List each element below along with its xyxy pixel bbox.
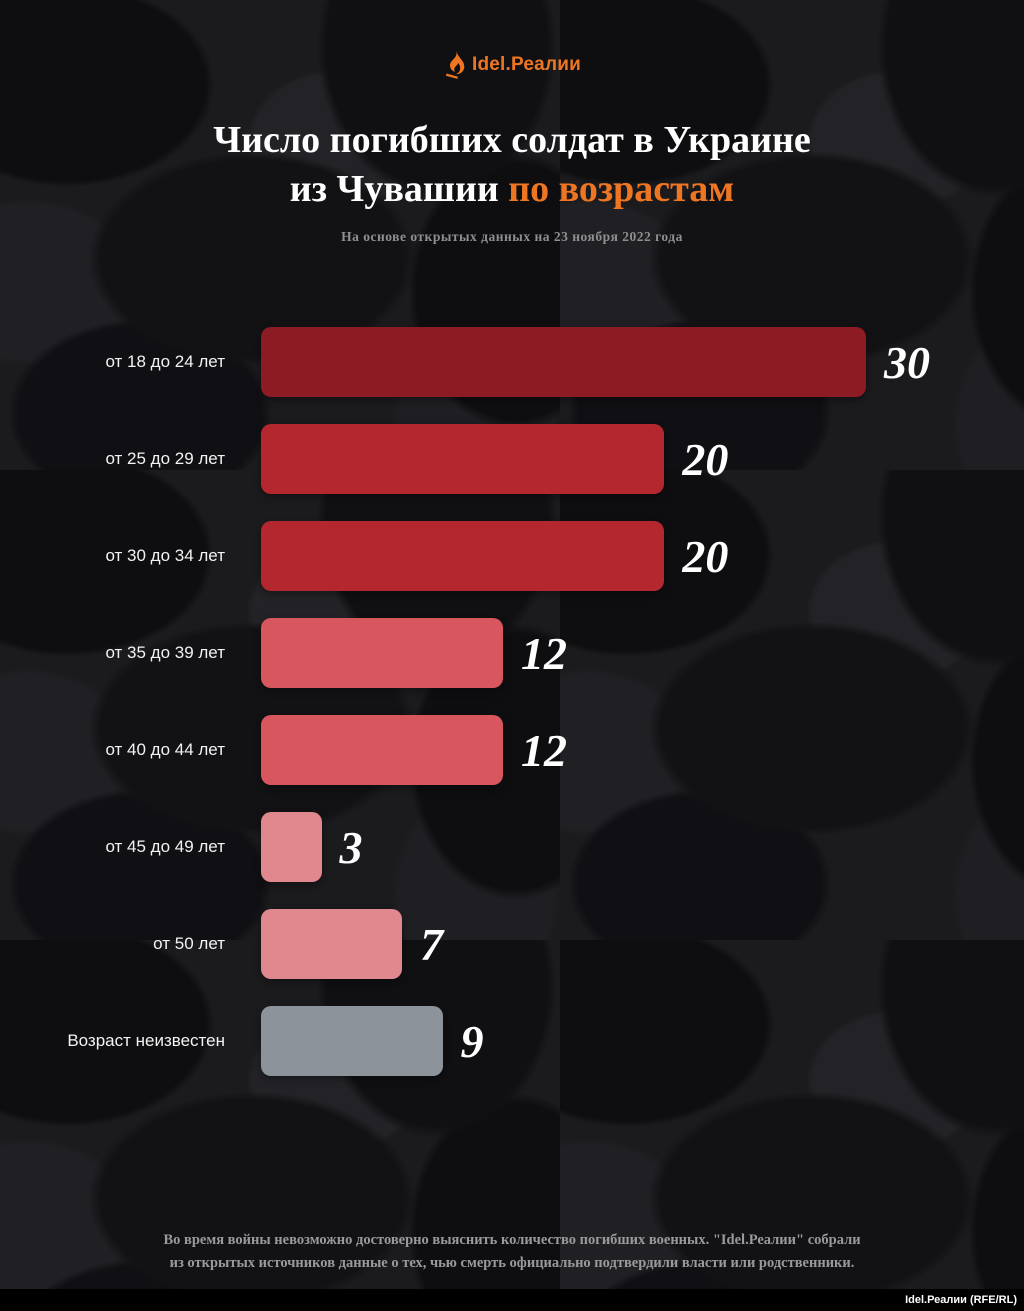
bar-value: 7 bbox=[420, 918, 444, 970]
title-line2-accent: по возрастам bbox=[508, 167, 735, 210]
chart-row: от 35 до 39 лет 12 bbox=[0, 618, 1024, 689]
bar-label: от 25 до 29 лет bbox=[105, 449, 225, 469]
bar bbox=[261, 812, 322, 883]
chart-subtitle: На основе открытых данных на 23 ноября 2… bbox=[341, 229, 683, 245]
bar-value: 12 bbox=[521, 724, 567, 776]
bar bbox=[261, 424, 665, 495]
bar-label: Возраст неизвестен bbox=[67, 1031, 225, 1051]
footer-note-line1: Во время войны невозможно достоверно выя… bbox=[163, 1231, 861, 1248]
chart-rows: от 18 до 24 лет 30 от 25 до 29 лет 20 от 30 … bbox=[0, 327, 1024, 1077]
torch-flame-icon bbox=[443, 50, 465, 80]
bar-value: 20 bbox=[682, 530, 729, 582]
brand-logo-text: Idel.Реалии bbox=[472, 54, 581, 75]
bar-value: 3 bbox=[339, 821, 363, 873]
bar-label: от 30 до 34 лет bbox=[105, 546, 225, 566]
chart-row: от 40 до 44 лет 12 bbox=[0, 715, 1024, 786]
bar bbox=[261, 327, 866, 398]
bar-value: 20 bbox=[682, 433, 729, 485]
bar bbox=[261, 521, 665, 592]
credit-bar: Idel.Реалии (RFE/RL) bbox=[0, 1289, 1024, 1311]
bar bbox=[261, 1006, 443, 1077]
bar bbox=[261, 618, 503, 689]
credit-text: Idel.Реалии (RFE/RL) bbox=[905, 1294, 1017, 1306]
bar-label: от 18 до 24 лет bbox=[105, 352, 225, 372]
bar-label: от 35 до 39 лет bbox=[105, 643, 225, 663]
chart-row: от 45 до 49 лет 3 bbox=[0, 812, 1024, 883]
chart-row: от 25 до 29 лет 20 bbox=[0, 424, 1024, 495]
footer-note: Во время войны невозможно достоверно выя… bbox=[0, 1229, 1024, 1275]
brand-logo: Idel.Реалии bbox=[0, 50, 1024, 80]
bar-chart: от 18 до 24 лет 30 от 25 до 29 лет 20 от 30 … bbox=[0, 327, 1024, 1077]
bar-value: 12 bbox=[521, 627, 567, 679]
bar-label: от 45 до 49 лет bbox=[105, 837, 225, 857]
bar bbox=[261, 715, 503, 786]
chart-row: от 18 до 24 лет 30 bbox=[0, 327, 1024, 398]
page-title: Число погибших солдат в Украине из Чуваш… bbox=[0, 116, 1024, 213]
title-line1: Число погибших солдат в Украине bbox=[213, 119, 811, 161]
chart-row: от 50 лет 7 bbox=[0, 909, 1024, 980]
bar-value: 30 bbox=[884, 336, 930, 388]
bar-label: от 40 до 44 лет bbox=[105, 740, 225, 760]
bar-label: от 50 лет bbox=[153, 934, 225, 954]
title-line2-prefix: из Чувашии bbox=[289, 167, 509, 210]
chart-row: от 30 до 34 лет 20 bbox=[0, 521, 1024, 592]
bar bbox=[261, 909, 403, 980]
footer-note-line2: из открытых источников данные о тех, чью… bbox=[169, 1254, 855, 1271]
chart-row: Возраст неизвестен 9 bbox=[0, 1006, 1024, 1077]
bar-value: 9 bbox=[460, 1015, 484, 1067]
